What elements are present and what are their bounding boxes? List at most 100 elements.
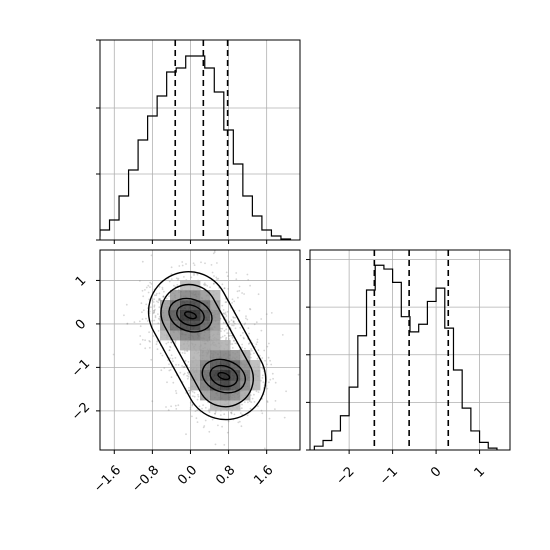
scatter-point [177, 277, 180, 280]
scatter-point [150, 306, 152, 309]
scatter-point [253, 323, 256, 326]
scatter-point [211, 418, 214, 421]
scatter-point [203, 282, 206, 285]
scatter-point [216, 262, 218, 264]
scatter-point [170, 278, 173, 280]
scatter-point [189, 401, 192, 404]
density-cell [210, 320, 221, 331]
density-cell [160, 320, 171, 331]
density-cell [190, 360, 201, 371]
scatter-point [219, 414, 222, 416]
scatter-point [169, 369, 172, 371]
scatter-point [174, 357, 177, 359]
density-cell [250, 380, 261, 391]
scatter-point [165, 342, 168, 345]
scatter-point [246, 273, 249, 276]
scatter-point [191, 403, 194, 406]
scatter-point [185, 263, 187, 265]
scatter-point [157, 330, 160, 332]
scatter-point [152, 301, 155, 303]
scatter-point [192, 395, 194, 397]
scatter-point [297, 373, 300, 376]
scatter-point [191, 390, 194, 393]
scatter-point [235, 278, 238, 281]
scatter-point [219, 244, 221, 246]
scatter-point [149, 340, 151, 343]
scatter-point [214, 412, 216, 415]
scatter-point [191, 404, 194, 407]
scatter-point [256, 338, 259, 341]
scatter-point [228, 338, 231, 340]
scatter-point [171, 357, 174, 360]
scatter-point [232, 321, 235, 324]
scatter-point [257, 349, 260, 351]
density-cell [230, 390, 241, 401]
scatter-point [196, 398, 199, 401]
scatter-point [159, 352, 162, 355]
scatter-point [268, 342, 270, 345]
scatter-point [232, 324, 235, 327]
scatter-point [258, 354, 261, 357]
scatter-point [170, 354, 173, 357]
scatter-point [153, 304, 156, 307]
scatter-point [178, 265, 181, 267]
axes-frame [99, 39, 301, 241]
scatter-point [148, 346, 151, 349]
density-cell [200, 390, 211, 401]
density-cell [210, 350, 221, 361]
scatter-point [142, 309, 145, 312]
scatter-point [260, 329, 263, 332]
scatter-point [174, 341, 177, 343]
scatter-point [204, 262, 206, 265]
density-cell [210, 300, 221, 311]
scatter-point [261, 377, 264, 379]
scatter-point [260, 379, 262, 382]
scatter-point [186, 374, 189, 377]
scatter-point [177, 279, 179, 281]
scatter-point [170, 341, 173, 344]
density-cell [160, 330, 171, 341]
density-cell [210, 390, 221, 401]
scatter-point [204, 406, 207, 409]
scatter-point [262, 381, 265, 384]
scatter-point [227, 288, 230, 290]
scatter-point [230, 411, 233, 414]
scatter-point [187, 375, 190, 378]
scatter-point [163, 290, 165, 293]
scatter-point [181, 365, 184, 367]
contour-inner [201, 358, 246, 394]
density-shading [160, 280, 261, 411]
density-cell [220, 400, 231, 411]
scatter-point [153, 294, 156, 297]
scatter-point [257, 391, 260, 393]
scatter-point [133, 321, 136, 323]
density-cell [240, 350, 251, 361]
scatter-point [230, 411, 232, 414]
scatter-point [194, 410, 197, 412]
histogram-x-panel [96, 39, 301, 244]
scatter-point [168, 349, 171, 351]
scatter-point [221, 425, 224, 428]
density-cell [230, 360, 241, 371]
scatter-point [248, 400, 251, 403]
scatter-point [239, 412, 242, 414]
density-cell [190, 350, 201, 361]
density-cell [210, 360, 221, 371]
scatter-point [263, 349, 266, 352]
scatter-point [247, 401, 249, 404]
scatter-point [240, 407, 243, 410]
scatter-point [167, 409, 170, 412]
scatter-point [158, 298, 161, 300]
scatter-point [156, 340, 159, 343]
scatter-point [257, 405, 259, 408]
scatter-point [230, 319, 233, 321]
scatter-point [193, 272, 196, 275]
scatter-point [155, 294, 158, 297]
scatter-point [234, 327, 237, 330]
scatter-point [170, 405, 173, 408]
density-cell [230, 370, 241, 381]
scatter-point [223, 287, 226, 289]
scatter-point [154, 308, 156, 311]
scatter-point [260, 318, 263, 320]
scatter-point [145, 286, 148, 289]
